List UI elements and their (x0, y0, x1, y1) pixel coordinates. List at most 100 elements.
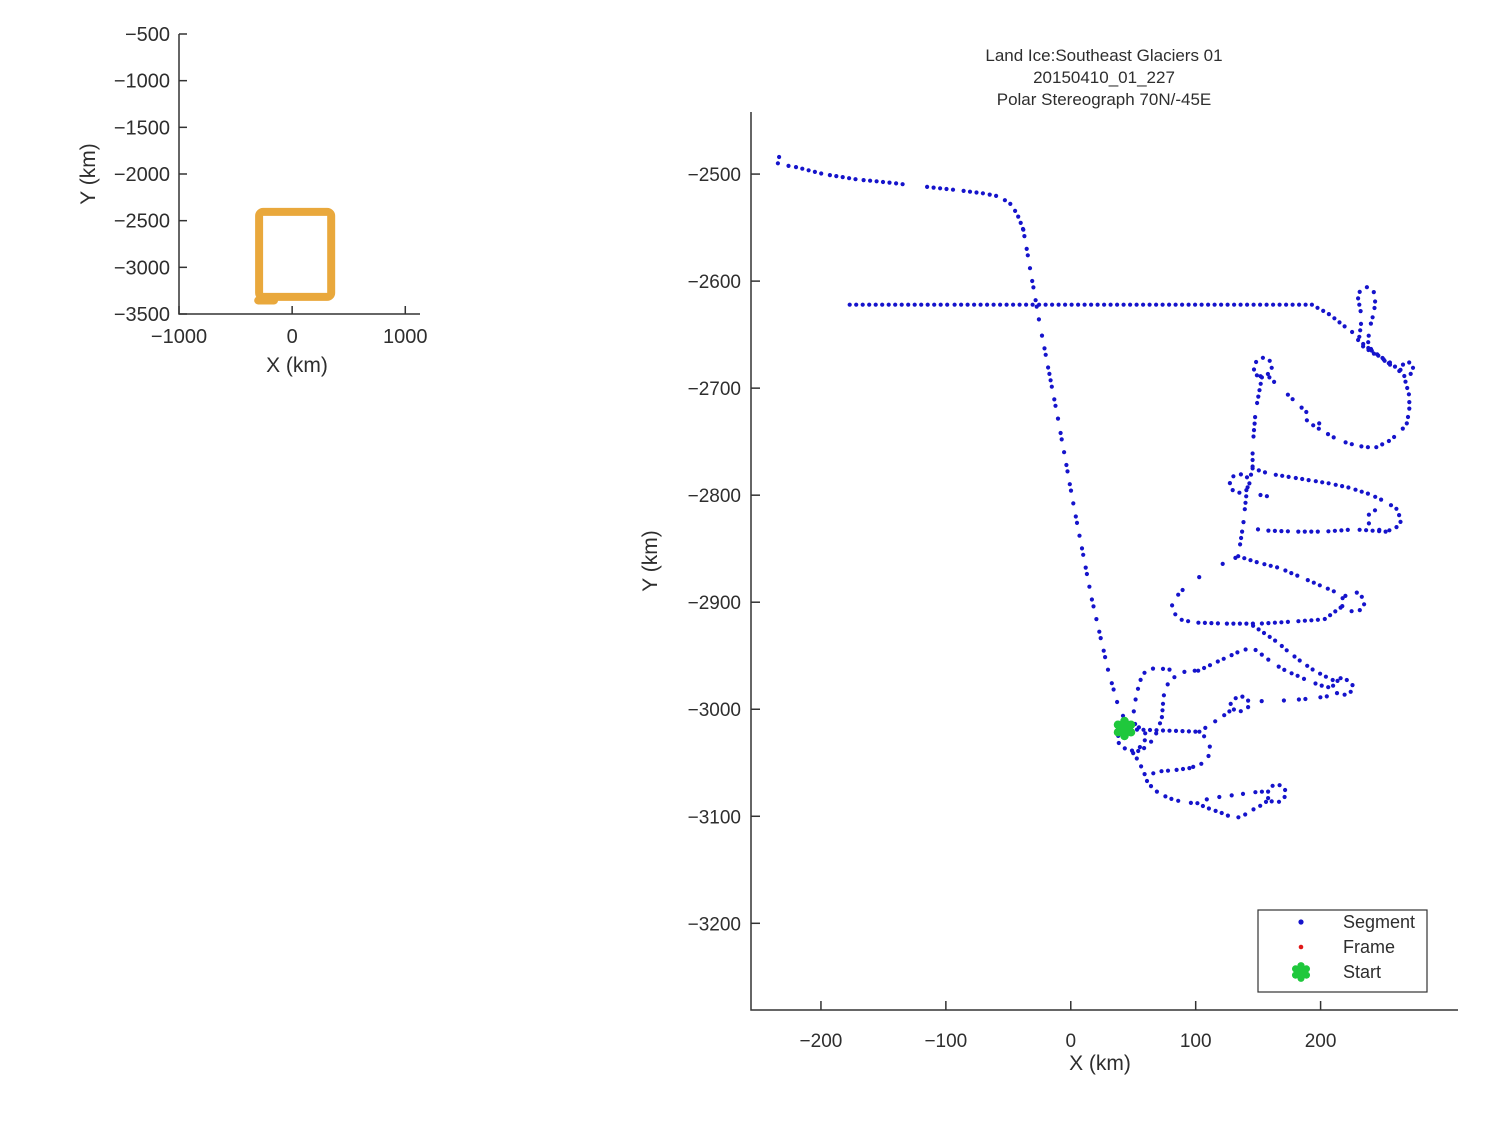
segment-dot (1318, 695, 1323, 700)
segment-dot (1303, 302, 1308, 307)
segment-dot (1343, 593, 1348, 599)
segment-dot (1173, 728, 1179, 734)
segment-dot (1196, 668, 1201, 673)
segment-dot (1187, 766, 1192, 771)
segment-dot (1256, 627, 1261, 632)
segment-dot (786, 163, 791, 168)
segment-dot (1195, 801, 1200, 806)
segment-dot (1319, 683, 1324, 688)
segment-dot (1055, 416, 1061, 421)
segment-dot (1142, 772, 1147, 777)
main-plot: Land Ice:Southeast Glaciers 01 20150410_… (639, 46, 1458, 1075)
segment-dot (1058, 430, 1063, 436)
segment-dot (1154, 728, 1159, 733)
segment-dot (1002, 198, 1007, 203)
segment-dot (1349, 609, 1354, 614)
segment-dot (1142, 670, 1147, 675)
x-tick-label: 200 (1305, 1031, 1337, 1052)
segment-dot (1313, 681, 1318, 686)
segment-dot (1103, 655, 1108, 660)
y-tick-label: −3000 (114, 257, 170, 279)
segment-dot (1186, 619, 1191, 624)
segment-dot (1222, 713, 1227, 718)
segment-dot (1240, 791, 1246, 797)
segment-dot (1286, 474, 1291, 479)
segment-dot (1292, 654, 1297, 659)
segment-dot (1243, 500, 1248, 505)
segment-dot (938, 302, 943, 307)
segment-dot (1392, 364, 1398, 369)
segment-dot (1098, 636, 1103, 641)
segment-dot (1279, 643, 1284, 649)
segment-dot (1358, 328, 1363, 333)
segment-dot (978, 302, 983, 307)
segment-dot (1338, 605, 1343, 610)
segment-dot (1173, 612, 1178, 617)
segment-dot (1160, 701, 1166, 706)
segment-dot (1256, 468, 1261, 473)
segment-dot (1165, 682, 1170, 687)
segment-dot (1373, 494, 1378, 499)
legend-segment-label: Segment (1343, 912, 1415, 932)
segment-dot (1259, 652, 1264, 657)
segment-dot (1121, 302, 1126, 307)
segment-dot (1271, 302, 1276, 307)
segment-dot (1366, 521, 1371, 526)
segment-dot (1228, 701, 1233, 707)
segment-dot (1254, 359, 1259, 365)
segment-dot (1407, 406, 1412, 411)
segment-dot (998, 302, 1003, 307)
segment-dot (1030, 302, 1035, 307)
segment-dot (1160, 302, 1165, 307)
segment-dot (1364, 528, 1369, 533)
segment-dot (793, 165, 799, 170)
segment-dot (1406, 392, 1411, 397)
segment-dot (1255, 527, 1261, 532)
segment-dot (1320, 480, 1325, 485)
segment-dot (1350, 329, 1355, 335)
segment-dot (1049, 384, 1054, 389)
segment-dot (894, 181, 899, 186)
segment-dot (1056, 302, 1061, 307)
segment-dot (1048, 378, 1053, 383)
segment-dot (1224, 621, 1229, 626)
segment-dot (1266, 657, 1271, 662)
segment-dot (1197, 575, 1202, 580)
segment-dot (1063, 302, 1068, 307)
segment-dot (1246, 705, 1251, 710)
segment-dot (1013, 208, 1018, 213)
segment-dot (1325, 586, 1330, 591)
segment-dot (1256, 394, 1261, 399)
legend-frame (1257, 909, 1428, 993)
segment-dot (1317, 421, 1322, 426)
segment-dot (1345, 527, 1350, 533)
segment-dot (1324, 694, 1329, 699)
segment-dot (1326, 312, 1331, 317)
segment-dot (1283, 568, 1288, 573)
segment-dot (1243, 647, 1248, 652)
segment-dot (1325, 432, 1331, 437)
segment-dot (1203, 725, 1208, 731)
segment-dot (1285, 392, 1290, 397)
segment-dot (1253, 415, 1258, 420)
y-tick-label: −2500 (688, 165, 741, 186)
segment-dot (1281, 698, 1286, 703)
segment-dot (1299, 405, 1304, 410)
segment-dot (1031, 285, 1036, 290)
segment-dot (1180, 587, 1185, 593)
segment-dot (1353, 487, 1358, 492)
segment-dot (1231, 621, 1236, 626)
segment-dot (1202, 665, 1207, 671)
segment-dot (1209, 621, 1214, 626)
segment-dot (991, 302, 996, 307)
segment-dot (1337, 320, 1342, 325)
segment-dot (1193, 302, 1198, 307)
segment-dot (1266, 796, 1271, 801)
segment-dot (919, 302, 924, 307)
segment-dot (1290, 302, 1295, 307)
segment-dot (1366, 340, 1371, 345)
segment-dot (1334, 691, 1340, 696)
segment-dot (1042, 346, 1047, 351)
segment-dot (1204, 797, 1209, 802)
segment-dot (1231, 707, 1236, 712)
